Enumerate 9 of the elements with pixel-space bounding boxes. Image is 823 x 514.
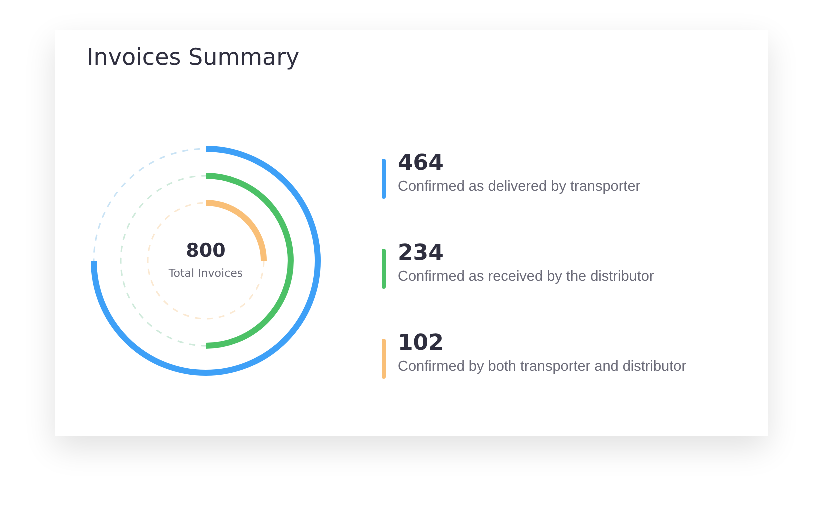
category-label: Confirmed as received by the distributor bbox=[398, 269, 654, 285]
category-label: Confirmed as delivered by transporter bbox=[398, 179, 641, 195]
category-label: Confirmed by both transporter and distributor bbox=[398, 359, 687, 375]
text: Invoices Summary bbox=[87, 45, 300, 71]
data-label: 234 bbox=[398, 241, 444, 266]
text: 800 bbox=[185, 240, 227, 262]
data-label: 464 bbox=[398, 151, 444, 176]
text: Total Invoices bbox=[168, 267, 244, 280]
data-label: 102 bbox=[398, 331, 444, 356]
